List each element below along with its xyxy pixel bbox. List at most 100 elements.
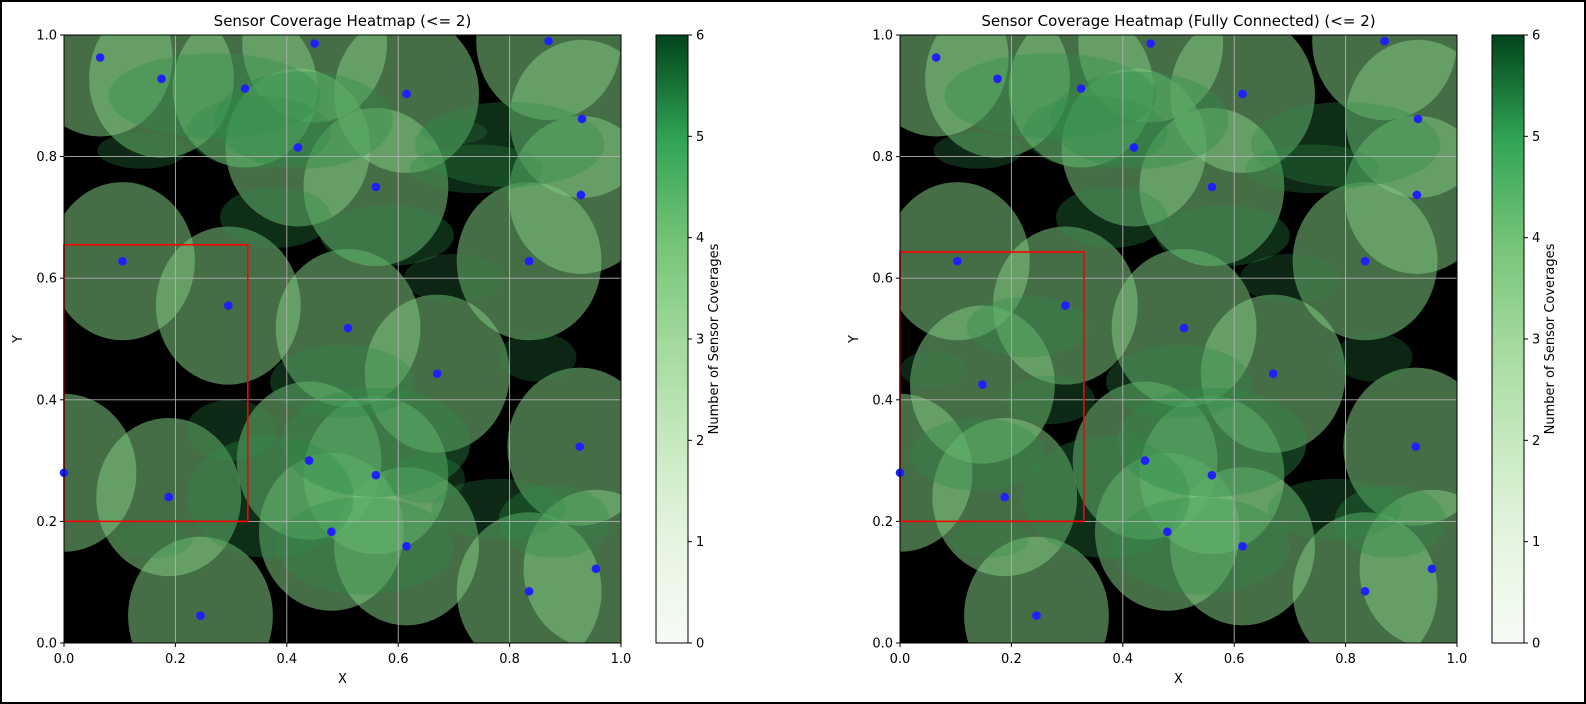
coverage-overlap [219,187,332,248]
sensor-point [544,36,553,46]
sensor-point [1413,114,1423,124]
coverage-overlap [1267,478,1402,540]
sensor-point [993,74,1002,84]
colorbar-tick-label: 5 [696,130,704,145]
y-tick-label: 0.8 [872,150,893,165]
sensor-point [432,369,442,378]
coverage-overlap [911,418,1045,491]
colorbar-tick-label: 4 [696,231,704,246]
sensor-point [1000,492,1010,502]
colorbar-tick-label: 0 [696,637,704,652]
x-tick-label: 0.0 [890,652,911,667]
y-tick-label: 0.4 [36,393,57,408]
colorbar [1491,34,1525,644]
sensor-point [1146,39,1155,48]
sensor-point [95,53,105,62]
coverage-overlap [186,399,276,461]
axes-frame [899,34,1458,644]
x-tick-label: 0.8 [499,652,520,667]
x-tick-label: 0.2 [1001,652,1022,667]
coverage-disc [1359,489,1457,643]
sensor-point [343,323,353,333]
sensor-point [577,114,587,124]
y-tick-label: 0.4 [872,393,893,408]
coverage-overlap [1334,332,1413,382]
coverage-overlap [933,132,1023,169]
sensor-point [157,74,166,84]
x-tick-label: 0.0 [54,652,75,667]
coverage-overlap [1022,436,1190,558]
coverage-layer [64,35,621,643]
y-tick-label: 0.2 [36,515,57,530]
sensor-point [576,190,586,200]
x-tick-label: 1.0 [1447,652,1468,667]
x-axis-label: X [1174,672,1183,687]
sensor-point [931,53,941,62]
sensor-point [1129,143,1139,152]
coverage-overlap [186,436,354,558]
x-tick-label: 1.0 [611,652,632,667]
x-axis-label: X [338,672,347,687]
y-tick-label: 0.8 [36,150,57,165]
y-axis-label: Y [847,335,862,344]
coverage-overlap [1022,95,1168,169]
sensor-point [240,84,250,93]
coverage-overlap [900,351,967,388]
coverage-overlap [498,332,577,382]
coverage-overlap [114,521,193,558]
colorbar-tick-label: 6 [696,29,704,44]
coverage-overlap [431,478,566,540]
sensor-point [575,442,585,451]
y-tick-label: 0.0 [872,637,893,652]
x-tick-label: 0.6 [388,652,409,667]
coverage-overlap [1050,71,1229,169]
sensor-point [1163,527,1172,537]
y-tick-label: 0.0 [36,637,57,652]
coverage-overlap [387,454,466,504]
colorbar-tick-label: 2 [1532,434,1540,449]
colorbar-tick-label: 1 [1532,535,1540,550]
colorbar-tick-label: 0 [1532,637,1540,652]
coverage-overlap [966,296,1090,358]
coverage-overlap [214,71,393,169]
sensor-point [1412,190,1422,200]
y-axis-label: Y [11,335,26,344]
coverage-disc [1343,367,1457,526]
coverage-overlap [1156,205,1290,267]
y-tick-label: 0.6 [36,272,57,287]
colorbar-tick-label: 6 [1532,29,1540,44]
x-tick-label: 0.6 [1224,652,1245,667]
coverage-disc [523,489,621,643]
sensor-point [304,456,314,465]
colorbar-tick-label: 3 [696,333,704,348]
coverage-disc [507,367,621,526]
sensor-point [327,527,336,537]
x-tick-label: 0.4 [276,652,297,667]
colorbar-tick-label: 2 [696,434,704,449]
coverage-overlap [409,144,544,194]
sensor-point [1427,564,1437,574]
x-tick-label: 0.4 [1112,652,1133,667]
sensor-point [371,182,381,192]
coverage-overlap [420,120,488,145]
sensor-point [1380,36,1389,46]
coverage-disc [128,536,273,643]
chart-panel-2: 0.0 0.2 0.4 0.6 0.8 1.0 0.0 0.2 0.4 0.6 0.8 1.0 Sens… [847,12,1558,687]
sensor-point [1207,182,1217,192]
sensor-point [402,89,411,99]
sensor-point [978,380,987,389]
sensor-point [953,256,962,266]
sensor-point [1360,256,1370,266]
sensor-point [1268,369,1278,378]
sensor-point [1411,442,1421,451]
coverage-overlap [320,205,454,267]
sensor-point [164,492,174,502]
coverage-overlap [186,95,332,169]
y-tick-label: 1.0 [872,29,893,44]
sensor-point [1076,84,1086,93]
coverage-overlap [1117,387,1307,498]
colorbar-tick-label: 3 [1532,333,1540,348]
sensor-point [371,470,381,480]
sensor-point [1179,323,1189,333]
